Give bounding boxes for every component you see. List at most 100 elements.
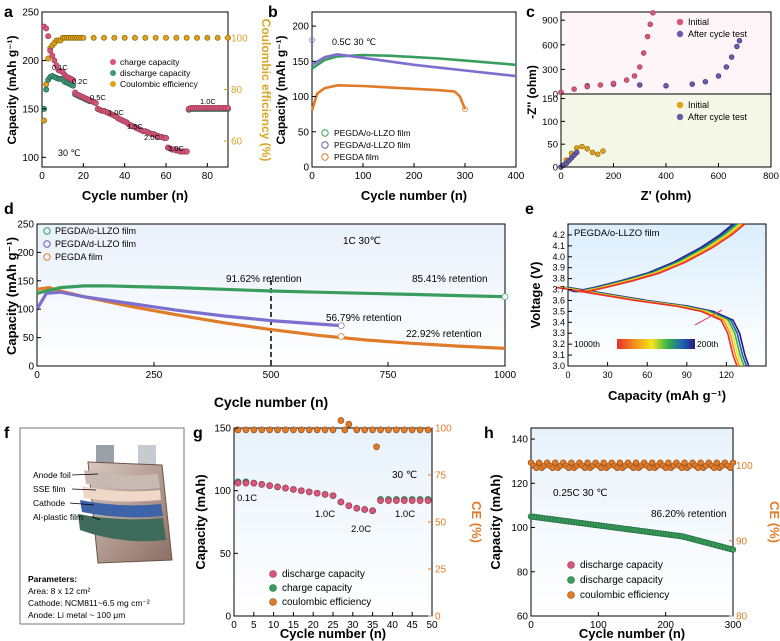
x-tick-label: 500 [263, 370, 280, 381]
a-rate-label: 1.0C [200, 97, 216, 106]
x-tick-label: 35 [367, 620, 379, 631]
y-tick-label: 200 [292, 22, 309, 33]
c-after-point [663, 83, 669, 89]
b-end-point [462, 106, 468, 113]
y-tick-label: 150 [22, 104, 39, 115]
g-discharge-point [408, 497, 416, 505]
y-tick-label: 3.1 [552, 350, 565, 360]
e-charge-curve [579, 223, 746, 293]
a-legend-marker [110, 70, 116, 76]
a-ce-point [173, 34, 180, 41]
a-rate-label: 0.5C [90, 93, 106, 102]
h-condition-label: 0.25C 30 ℃ [553, 488, 608, 499]
c-initial-point [610, 80, 617, 87]
g-ce-point [274, 426, 281, 434]
y-tick-label: 600 [542, 40, 558, 51]
x-tick-label: 300 [457, 171, 474, 182]
g-discharge-point [369, 507, 376, 515]
d-legend: PEGDA/o-LLZO film PEGDA/d-LLZO film PEGD… [43, 226, 136, 262]
x-tick-label: 200 [657, 620, 674, 631]
g-ce-point [290, 426, 297, 434]
a-legend: charge capacity discharge capacity Coulo… [110, 57, 199, 89]
x-tick-label: 25 [327, 620, 339, 631]
x-tick-label: 100 [590, 620, 607, 631]
c-initial-point [640, 50, 647, 56]
y-tick-label: 100 [542, 117, 558, 128]
y-tick-label: 150 [542, 94, 558, 105]
g-discharge-point [329, 492, 337, 500]
a-charge-point [45, 33, 52, 40]
g-ce-point [329, 426, 337, 434]
c-initial-point [584, 83, 590, 90]
c-initial-point [644, 33, 651, 40]
a-charge-point [225, 104, 231, 111]
h-ce-point [697, 459, 704, 466]
x-tick-label: 250 [146, 370, 163, 381]
c-initial-point [584, 146, 590, 152]
y-tick-label: 50 [220, 549, 232, 560]
h-ce-point [646, 464, 653, 472]
g-ce-point [341, 426, 349, 434]
h-legend-label: discharge capacity [580, 575, 663, 586]
x-tick-label: 60 [642, 370, 652, 380]
h-ce-point [568, 459, 575, 466]
c-legend-label: After cycle test [688, 112, 748, 122]
c-after-point [728, 54, 735, 60]
a-charge-point [53, 62, 60, 69]
e-title: PEGDA/o-LLZO film [574, 228, 660, 239]
g-discharge-point [321, 491, 329, 498]
a-legend-label: discharge capacity [120, 68, 191, 78]
h-legend-marker [567, 561, 575, 569]
d-condition-label: 1C 30℃ [343, 236, 381, 247]
e-colorbar-start: 1000th [574, 339, 600, 349]
a-charge-point [49, 52, 56, 59]
y-tick-label: 60 [517, 612, 529, 623]
chart-e: PEGDA/o-LLZO film 1000th 200th 0 30 60 90 12… [528, 223, 767, 403]
g-discharge-point [305, 488, 313, 496]
g-discharge-point [424, 497, 432, 505]
h-ce-point [549, 464, 556, 472]
c-legend-marker [676, 30, 684, 38]
y-tick-label: 200 [22, 56, 39, 67]
a-xlabel: Cycle number (n) [82, 188, 188, 203]
a-legend-marker [110, 59, 116, 65]
a-ce-point [101, 34, 107, 41]
y-tick-label: 100 [214, 486, 231, 497]
h-ce-point [581, 464, 589, 472]
a-ce-point [204, 34, 211, 41]
h-ce-point [649, 459, 656, 466]
h-ce-point [678, 464, 685, 472]
panel-label-h: h [484, 425, 494, 442]
y-tick-label: 150 [292, 57, 309, 68]
h-ce-point [710, 464, 718, 472]
c-after-point [636, 82, 643, 88]
c-legend-marker [676, 101, 684, 109]
c-initial-point [589, 149, 596, 156]
b-legend-label: PEGDA/d-LLZO film [334, 140, 411, 150]
b-legend-label: PEGDA/o-LLZO film [334, 128, 411, 138]
tab-left [96, 445, 114, 465]
f-layer-label: SSE film [33, 484, 66, 494]
h-ce-point [600, 459, 607, 466]
a-discharge-point [43, 86, 50, 93]
x-tick-label: 10 [268, 620, 280, 631]
c-legend-marker [676, 18, 684, 26]
b-series-d-llzo [311, 52, 517, 78]
a-ce-point [142, 34, 149, 41]
x-tick-label: 800 [763, 171, 779, 182]
y-tick-label: 3.0 [552, 361, 565, 371]
g-legend: discharge capacity charge capacity coulo… [269, 569, 371, 608]
g-discharge-point [393, 497, 400, 505]
x-tick-label: 100 [355, 171, 372, 182]
d-legend-marker [43, 227, 51, 235]
a-ce-point [163, 34, 169, 41]
panel-label-c: c [526, 4, 535, 21]
f-param: Cathode: NCM811~6.5 mg cm⁻² [28, 598, 150, 608]
d-mid-point [337, 333, 345, 340]
g-ce-point [321, 426, 329, 434]
x-tick-label: 1000 [494, 370, 517, 381]
b-xlabel: Cycle number (n) [361, 188, 467, 203]
h-legend: discharge capacity discharge capacity co… [567, 560, 669, 601]
x-tick-label: 0 [309, 171, 315, 182]
